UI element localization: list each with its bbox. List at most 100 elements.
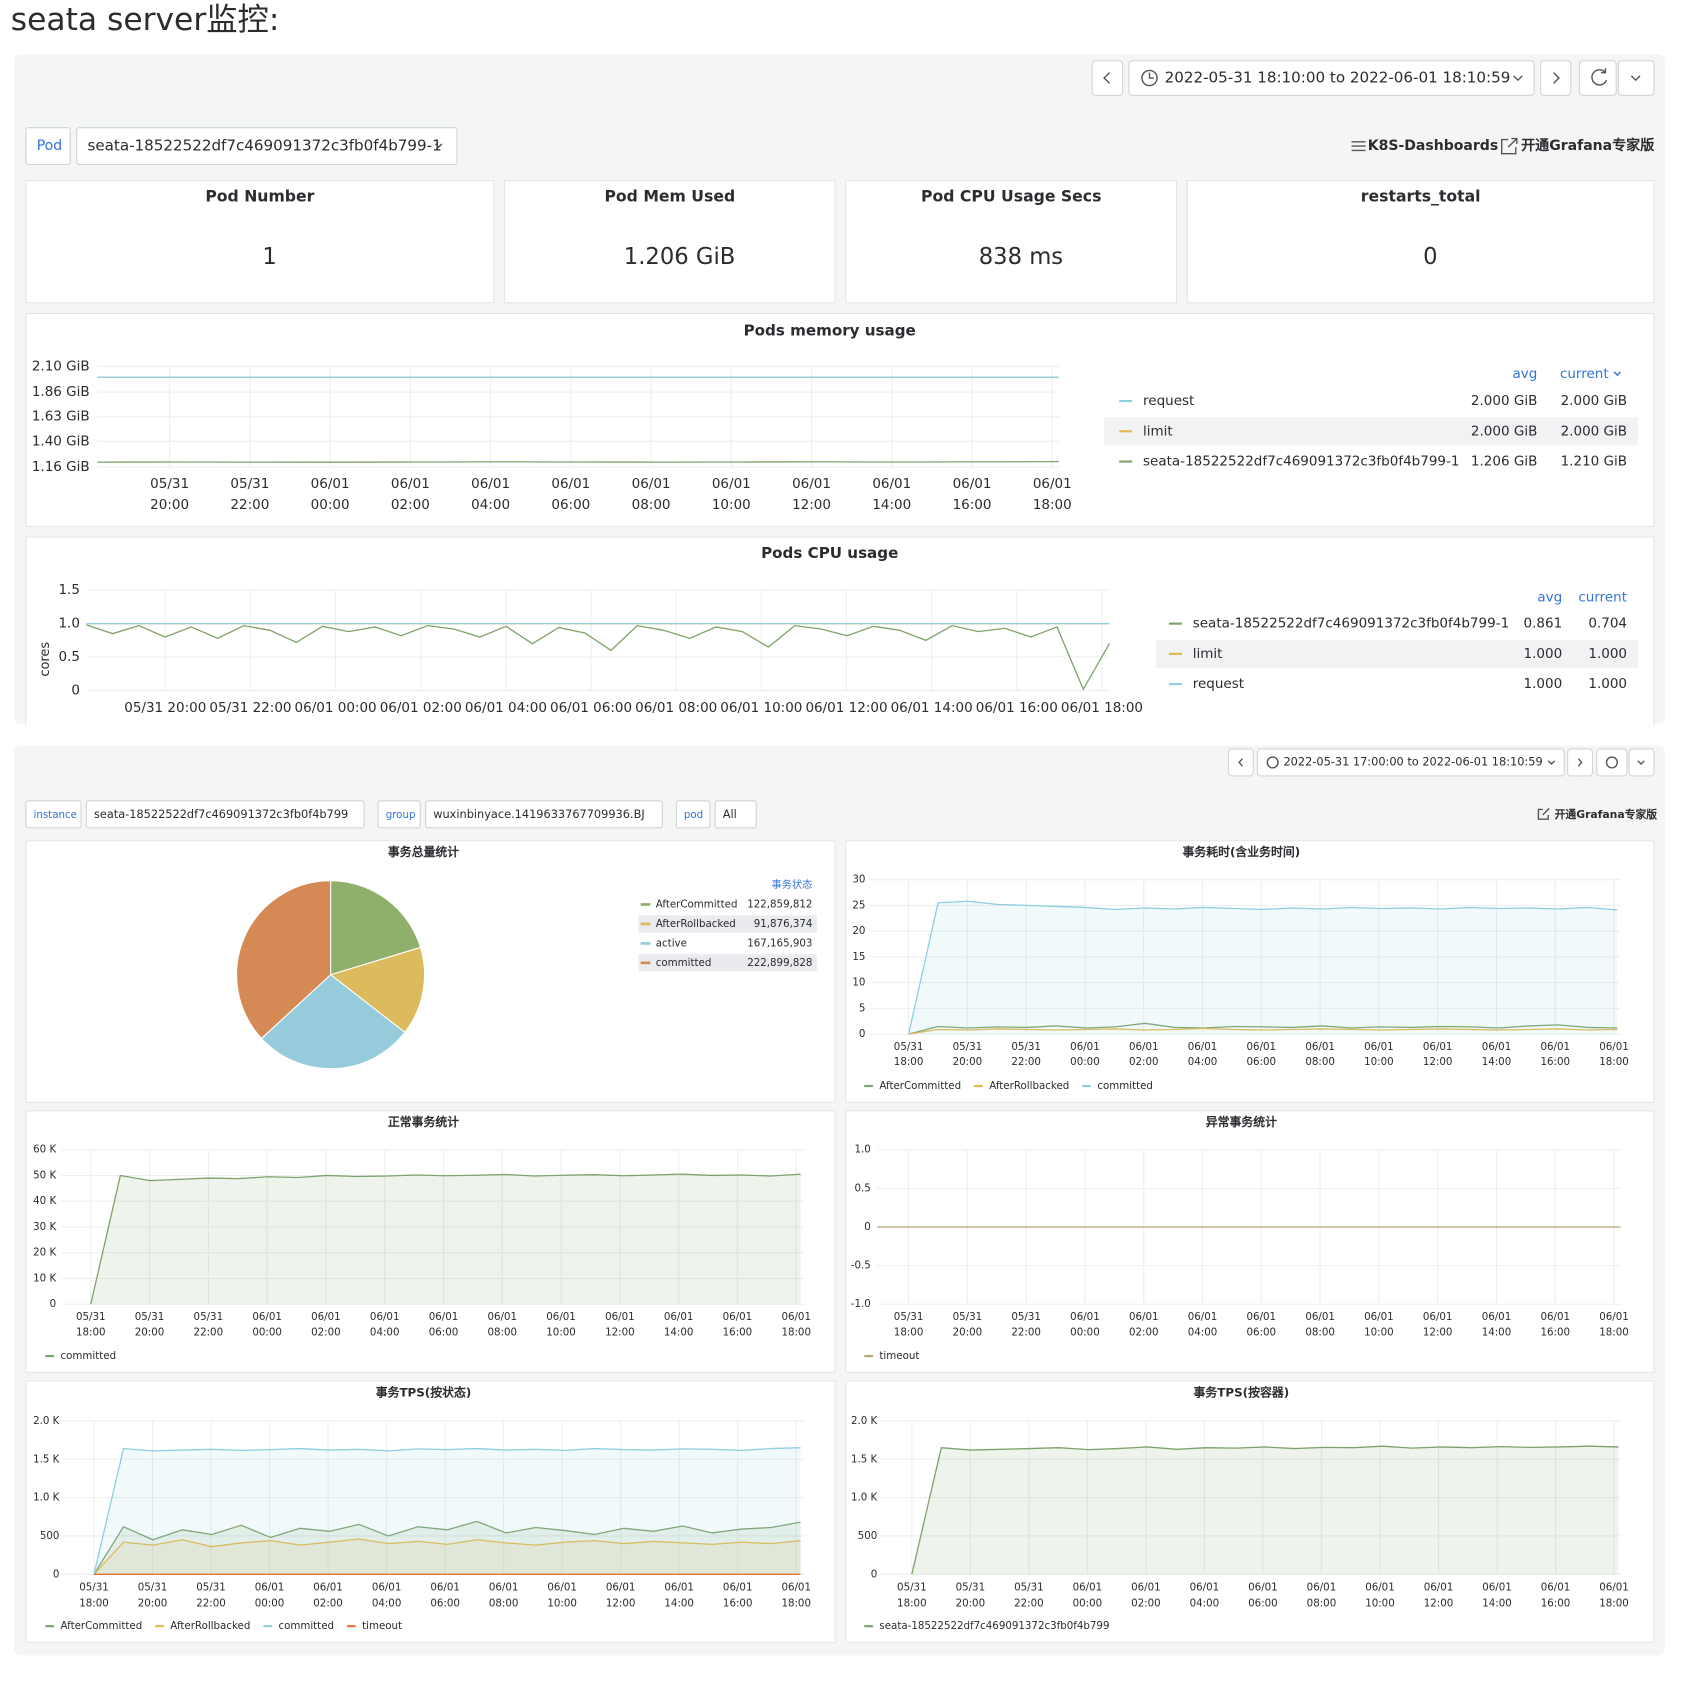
x-tick-label: 06/01 bbox=[1599, 1041, 1629, 1053]
clock-icon bbox=[1141, 69, 1158, 87]
x-tick-label: 06/01 bbox=[1305, 1311, 1335, 1323]
x-tick-label: 10:00 bbox=[546, 1326, 576, 1338]
refresh-interval-button[interactable] bbox=[1617, 60, 1655, 96]
x-tick-label: 06/01 bbox=[252, 1311, 282, 1323]
legend-name: AfterCommitted bbox=[656, 899, 738, 911]
x-tick-label: 00:00 bbox=[1070, 1326, 1100, 1338]
chevron bbox=[1630, 75, 1641, 82]
y-tick-label: 1.0 K bbox=[33, 1492, 60, 1504]
dashboard-link[interactable]: 开通Grafana专家版 bbox=[1521, 137, 1654, 154]
x-tick-label: 02:00 bbox=[1129, 1326, 1159, 1338]
chevron bbox=[434, 143, 443, 149]
x-tick-label: 06/01 bbox=[781, 1581, 811, 1593]
x-tick-label: 06/01 bbox=[372, 1581, 402, 1593]
x-tick-label: 06/01 bbox=[1540, 1041, 1570, 1053]
x-tick-label: 04:00 bbox=[372, 1597, 402, 1609]
panel-title: Pods CPU usage bbox=[761, 544, 898, 562]
variable-label-box bbox=[25, 800, 82, 829]
series-line bbox=[908, 1022, 1618, 1035]
x-tick-label: 06/01 bbox=[1482, 1041, 1512, 1053]
y-tick-label: 1.5 K bbox=[851, 1453, 878, 1465]
panel bbox=[25, 180, 495, 304]
variable-label-box bbox=[25, 127, 71, 165]
x-tick-label: 06/01 bbox=[1190, 1581, 1220, 1593]
x-tick-label: 06/01 18:00 bbox=[1061, 700, 1143, 716]
x-tick-label: 00:00 bbox=[1073, 1597, 1103, 1609]
legend-name: AfterRollbacked bbox=[656, 918, 736, 930]
x-tick-label: 06/01 bbox=[1482, 1581, 1512, 1593]
refresh-icon bbox=[1591, 68, 1608, 86]
variable-label-box bbox=[675, 800, 711, 829]
prev-button[interactable] bbox=[1227, 748, 1254, 777]
x-tick-label: 04:00 bbox=[471, 497, 510, 513]
x-tick-label: 16:00 bbox=[723, 1597, 753, 1609]
time-picker[interactable] bbox=[1256, 748, 1565, 777]
time-picker[interactable] bbox=[1128, 60, 1535, 96]
panel bbox=[1186, 180, 1655, 304]
next-button[interactable] bbox=[1540, 60, 1572, 96]
legend-name: AfterRollbacked bbox=[170, 1620, 250, 1632]
x-tick-label: 05/31 bbox=[1014, 1581, 1044, 1593]
y-tick-label: 2.0 K bbox=[33, 1415, 60, 1427]
x-tick-label: 06/01 bbox=[953, 476, 992, 492]
stat-title: Pod CPU Usage Secs bbox=[921, 186, 1101, 205]
legend-current: 1.000 bbox=[1588, 676, 1627, 692]
refresh-button[interactable] bbox=[1578, 60, 1617, 96]
legend-header: current bbox=[1578, 590, 1627, 606]
pie-slice bbox=[329, 946, 426, 1034]
y-tick-label: 1.0 bbox=[58, 616, 79, 632]
legend-name: timeout bbox=[879, 1350, 919, 1362]
y-tick-label: 0.5 bbox=[58, 649, 79, 665]
x-tick-label: 06/01 bbox=[488, 1311, 518, 1323]
series-line bbox=[93, 1538, 801, 1575]
x-tick-label: 20:00 bbox=[956, 1597, 986, 1609]
refresh-button[interactable] bbox=[1596, 748, 1628, 777]
x-tick-label: 06/01 bbox=[311, 1311, 341, 1323]
legend-value: 222,899,828 bbox=[747, 957, 812, 969]
legend-value: 91,876,374 bbox=[754, 918, 813, 930]
y-tick-label: 1.5 K bbox=[33, 1453, 60, 1465]
panel bbox=[845, 180, 1178, 304]
x-tick-label: 08:00 bbox=[1307, 1597, 1337, 1609]
legend-name: committed bbox=[278, 1620, 334, 1632]
x-tick-label: 12:00 bbox=[792, 497, 831, 513]
variable-label: Pod bbox=[37, 138, 62, 154]
y-tick-label: 500 bbox=[858, 1530, 878, 1542]
y-axis-label: cores bbox=[38, 642, 53, 677]
variable-select[interactable] bbox=[76, 127, 458, 165]
x-tick-label: 20:00 bbox=[138, 1597, 168, 1609]
panel bbox=[845, 1380, 1655, 1643]
legend-current: 1.000 bbox=[1588, 646, 1627, 662]
dashboard-link[interactable]: K8S-Dashboards bbox=[1368, 138, 1498, 154]
x-tick-label: 06/01 bbox=[1540, 1311, 1570, 1323]
y-tick-label: 30 K bbox=[33, 1221, 56, 1233]
x-tick-label: 06/01 bbox=[723, 1581, 753, 1593]
x-tick-label: 06/01 bbox=[546, 1311, 576, 1323]
x-tick-label: 06/01 00:00 bbox=[295, 700, 377, 716]
next-icon bbox=[1553, 72, 1560, 84]
variable-select[interactable] bbox=[714, 800, 757, 829]
prev-button[interactable] bbox=[1091, 60, 1124, 96]
y-tick-label: 60 K bbox=[33, 1144, 56, 1156]
refresh-interval-button[interactable] bbox=[1628, 748, 1655, 777]
x-tick-label: 05/31 bbox=[953, 1041, 983, 1053]
x-tick-label: 14:00 bbox=[1482, 1326, 1512, 1338]
y-tick-label: 10 bbox=[852, 977, 865, 989]
x-tick-label: 10:00 bbox=[712, 497, 751, 513]
x-tick-label: 04:00 bbox=[1188, 1056, 1218, 1068]
legend-row-highlight bbox=[1104, 417, 1638, 446]
legend-avg: 1.206 GiB bbox=[1471, 454, 1537, 470]
variable-select[interactable] bbox=[85, 800, 365, 829]
x-tick-label: 08:00 bbox=[489, 1597, 519, 1609]
x-tick-label: 04:00 bbox=[1188, 1326, 1218, 1338]
dashboard-link[interactable]: 开通Grafana专家版 bbox=[1555, 807, 1658, 821]
x-tick-label: 06/01 bbox=[1129, 1041, 1159, 1053]
variable-select[interactable] bbox=[425, 800, 663, 829]
x-tick-label: 06/01 bbox=[1599, 1311, 1629, 1323]
x-tick-label: 06/01 02:00 bbox=[380, 700, 462, 716]
next-button[interactable] bbox=[1567, 748, 1593, 777]
x-tick-label: 20:00 bbox=[135, 1326, 165, 1338]
x-tick-label: 06/01 bbox=[1129, 1311, 1159, 1323]
x-tick-label: 06/01 bbox=[664, 1311, 694, 1323]
